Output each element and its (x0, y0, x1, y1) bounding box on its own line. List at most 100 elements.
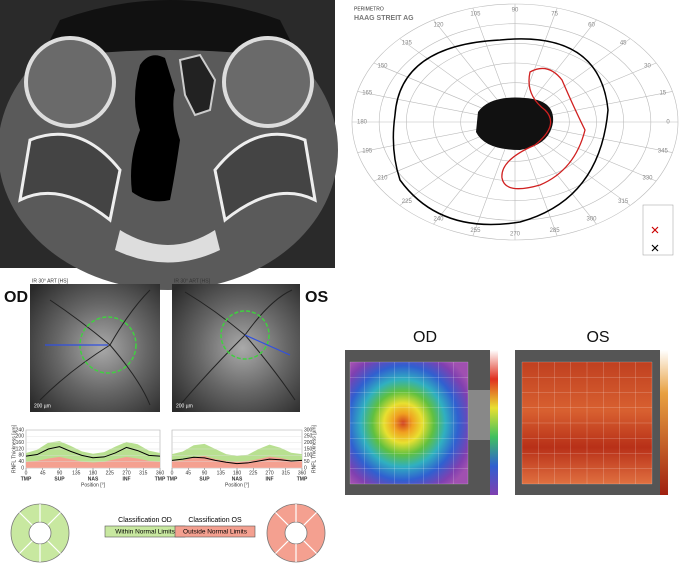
meridian-label: 210 (377, 176, 388, 182)
below-normal-band (26, 456, 160, 468)
ct-orbit-right (18, 132, 122, 223)
fundus-od (30, 284, 160, 412)
classification-title-od: Classification OD (118, 517, 172, 524)
ct-air (40, 0, 300, 60)
meridian-label: 165 (362, 91, 373, 97)
sector-label: NAS (88, 476, 99, 482)
meridian-label: 180 (357, 120, 368, 126)
meridian-label: 75 (551, 11, 558, 17)
y-tick-label: 100 (304, 453, 313, 459)
sector-label: INF (265, 476, 273, 482)
x-tick-label: 45 (185, 470, 191, 476)
sector-label: NAS (232, 476, 243, 482)
x-tick-label: 180 (89, 470, 98, 476)
y-tick-label: 240 (16, 427, 25, 433)
meridian-label: 240 (433, 217, 444, 223)
sector-label: INF (122, 476, 130, 482)
sector-divider (275, 512, 289, 526)
y-tick-label: 150 (304, 446, 313, 452)
y-tick-label: 200 (304, 440, 313, 446)
meridian-label: 90 (512, 8, 519, 14)
eye-label-os: OS (305, 289, 328, 306)
sector-divider (47, 540, 61, 554)
scan-circle-os (220, 310, 270, 360)
x-tick-label: 180 (233, 470, 242, 476)
sector-divider (47, 512, 61, 526)
classification-wheel-od-center (28, 521, 52, 545)
image-label-od: IR 30° ART [HS] (32, 278, 69, 284)
map-od-nerve (468, 390, 490, 440)
x-tick-label: 360 (156, 470, 165, 476)
x-tick-label: 0 (25, 470, 28, 476)
sector-label: TMP (167, 476, 178, 482)
y-tick-label: 80 (18, 453, 24, 459)
sector-divider (19, 512, 33, 526)
legend-mark (651, 244, 659, 252)
perimetry: PERIMETRO HAAG STREIT AG 0 15 30 45 60 75 90 10… (340, 0, 685, 268)
inner-isopter (501, 67, 586, 190)
scotoma (476, 97, 554, 150)
map-label-od: OD (413, 329, 437, 346)
x-tick-label: 45 (40, 470, 46, 476)
map-os-colorbar (660, 350, 668, 495)
classification-os: Outside Normal Limits (183, 529, 248, 536)
scale-od: 200 µm (34, 403, 51, 409)
eye-label-od: OD (4, 289, 28, 306)
ct-sinus (178, 53, 217, 117)
meridian-label: 150 (377, 64, 388, 70)
y-tick-label: 0 (21, 465, 24, 471)
vessels (39, 289, 296, 406)
x-axis-label: Position [°] (225, 482, 250, 488)
legend-mark (651, 226, 659, 234)
class-title-bg-od (105, 515, 185, 525)
x-tick-label: 270 (265, 470, 274, 476)
meridian-label: 15 (659, 91, 666, 97)
thickness-line (25, 446, 161, 459)
y-axis-label: RNFL Thickness [µm] (311, 424, 317, 473)
sector-divider (275, 540, 289, 554)
map-label-os: OS (586, 329, 609, 346)
y-tick-label: 160 (16, 440, 25, 446)
scale-os: 200 µm (176, 403, 193, 409)
sector-label: SUP (54, 476, 65, 482)
x-tick-label: 0 (171, 470, 174, 476)
sector-divider (303, 512, 317, 526)
meridian-label: 60 (588, 23, 595, 29)
thickness-line (171, 456, 303, 465)
thickness-maps: OD OS (345, 329, 668, 495)
perimetry-brand-top: PERIMETRO (354, 6, 384, 12)
meridian-label: 255 (470, 228, 481, 234)
oct-panel: OD OS IR 30° ART [HS] IR 30° ART [HS] 20… (4, 278, 328, 538)
outer-isopter (392, 38, 609, 226)
x-tick-label: 90 (202, 470, 208, 476)
classification-title-os: Classification OS (188, 517, 242, 524)
x-tick-label: 360 (298, 470, 307, 476)
meridian-label: 315 (618, 199, 629, 205)
map-od (350, 362, 468, 484)
x-tick-label: 270 (122, 470, 131, 476)
y-tick-label: 0 (304, 465, 307, 471)
meridian-label: 300 (586, 217, 597, 223)
sector-label: TMP (155, 476, 166, 482)
x-tick-label: 225 (106, 470, 115, 476)
map-os (522, 362, 652, 484)
y-tick-label: 200 (16, 434, 25, 440)
meridian-label: 285 (550, 228, 561, 234)
classification-wheel-os-center (284, 521, 308, 545)
fundus-os (172, 284, 300, 412)
y-tick-label: 250 (304, 434, 313, 440)
sector-label: SUP (199, 476, 210, 482)
meridian-label: 225 (402, 199, 413, 205)
meridian-label: 120 (433, 23, 444, 29)
meridian-label: 270 (510, 232, 521, 238)
y-tick-label: 50 (304, 459, 310, 465)
x-tick-label: 315 (139, 470, 148, 476)
x-tick-label: 225 (249, 470, 258, 476)
meridian-label: 30 (644, 64, 651, 70)
x-tick-label: 90 (57, 470, 63, 476)
sector-label: TMP (21, 476, 32, 482)
meridian-label: 0 (666, 120, 670, 126)
ct-eye-right (24, 36, 116, 128)
meridian-label: 195 (362, 149, 373, 155)
meridian-label: 105 (470, 11, 481, 17)
